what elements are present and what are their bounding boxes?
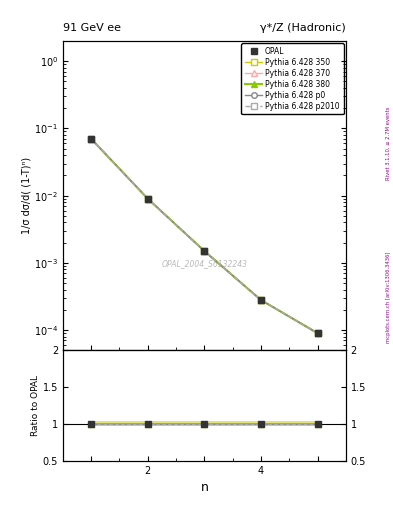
Text: OPAL_2004_S6132243: OPAL_2004_S6132243: [162, 259, 247, 268]
Text: 91 GeV ee: 91 GeV ee: [63, 23, 121, 33]
Text: mcplots.cern.ch [arXiv:1306.3436]: mcplots.cern.ch [arXiv:1306.3436]: [386, 251, 391, 343]
Text: γ*/Z (Hadronic): γ*/Z (Hadronic): [260, 23, 346, 33]
Legend: OPAL, Pythia 6.428 350, Pythia 6.428 370, Pythia 6.428 380, Pythia 6.428 p0, Pyt: OPAL, Pythia 6.428 350, Pythia 6.428 370…: [241, 43, 343, 115]
Y-axis label: 1/σ dσ/d( (1-T)ⁿ): 1/σ dσ/d( (1-T)ⁿ): [21, 157, 31, 234]
Y-axis label: Ratio to OPAL: Ratio to OPAL: [31, 375, 40, 436]
Text: Rivet 3.1.10, ≥ 2.7M events: Rivet 3.1.10, ≥ 2.7M events: [386, 106, 391, 180]
X-axis label: n: n: [200, 481, 208, 494]
